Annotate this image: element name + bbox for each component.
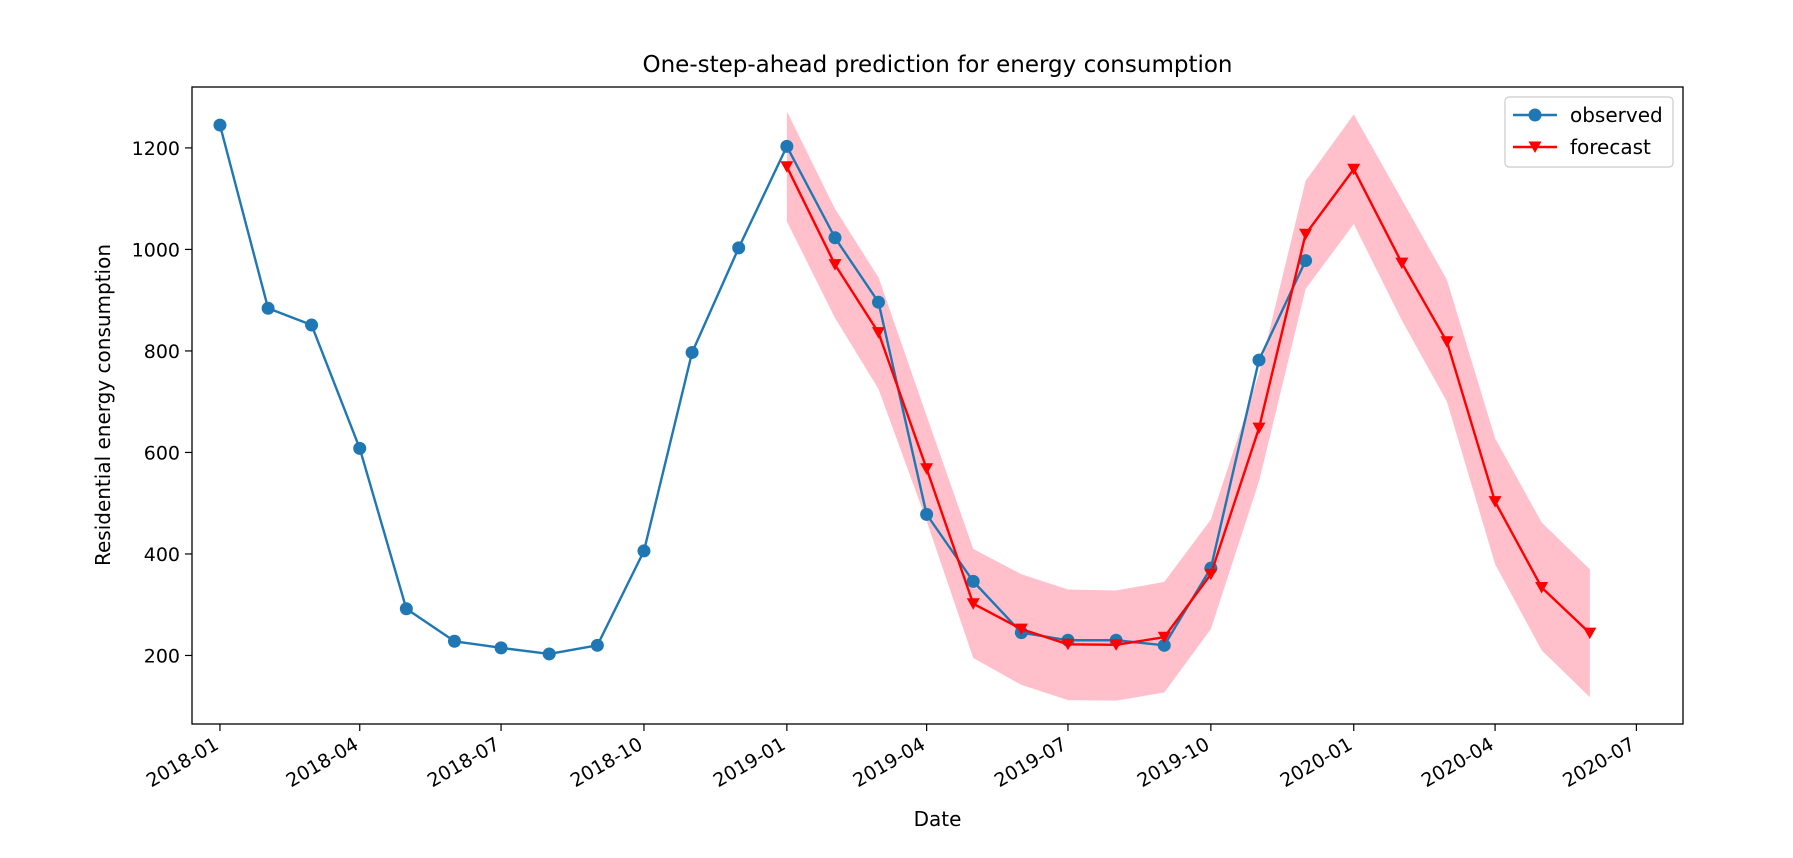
forecast-point	[1440, 336, 1454, 348]
observed-point	[1252, 353, 1266, 367]
x-tick-label: 2019-07	[991, 733, 1071, 792]
forecast-point	[966, 598, 980, 610]
legend-label-forecast: forecast	[1570, 135, 1651, 159]
observed-point	[780, 139, 794, 153]
y-tick-label: 200	[144, 645, 180, 667]
observed-point	[732, 241, 746, 255]
observed-point	[871, 295, 885, 309]
observed-point	[399, 602, 413, 616]
observed-point	[637, 544, 651, 558]
forecast-point	[1488, 496, 1502, 508]
x-tick-label: 2020-01	[1276, 733, 1356, 792]
forecast-point	[1014, 623, 1028, 636]
forecast-point	[780, 161, 794, 173]
y-tick-label: 1200	[132, 138, 180, 160]
x-tick-label: 2018-10	[567, 733, 647, 792]
y-axis: 200 400 600 800 1000 1200	[132, 138, 192, 667]
observed-point	[494, 641, 508, 655]
observed-point	[1299, 254, 1313, 268]
observed-point	[353, 441, 367, 455]
forecast-point	[1583, 627, 1597, 640]
forecast-point	[1347, 163, 1361, 176]
observed-line	[218, 124, 1307, 656]
x-tick-label: 2018-01	[143, 733, 223, 792]
observed-point	[920, 507, 934, 521]
x-axis-title: Date	[914, 807, 962, 831]
observed-point	[213, 118, 227, 132]
observed-point	[542, 647, 556, 661]
legend-marker-forecast	[1528, 141, 1542, 153]
forecast-point	[1157, 631, 1171, 644]
observed-point	[685, 345, 699, 359]
forecast-point	[1252, 422, 1266, 435]
x-axis: 2018-01 2018-04 2018-07 2018-10 2019-01 2019-…	[143, 724, 1639, 792]
forecast-point	[1109, 639, 1123, 651]
observed-point	[828, 231, 842, 245]
observed-point	[590, 638, 604, 652]
chart-title: One-step-ahead prediction for energy con…	[642, 52, 1232, 78]
forecast-point	[1061, 638, 1075, 651]
x-tick-label: 2020-07	[1559, 733, 1639, 792]
forecast-point	[1299, 228, 1313, 241]
forecast-confidence-band	[786, 111, 1590, 701]
legend-label-observed: observed	[1570, 103, 1663, 127]
confidence-interval-layer	[786, 111, 1590, 701]
x-tick-label: 2019-01	[710, 733, 790, 792]
observed-point	[1157, 638, 1171, 652]
y-tick-label: 600	[144, 442, 180, 464]
forecast-point	[871, 327, 885, 339]
y-tick-label: 800	[144, 341, 180, 363]
forecast-point	[1395, 257, 1409, 270]
legend: observed forecast	[1504, 96, 1674, 168]
observed-point	[305, 318, 319, 332]
x-tick-label: 2019-10	[1134, 733, 1214, 792]
observed-point	[261, 301, 275, 315]
forecast-line	[785, 166, 1591, 647]
y-axis-title: Residential energy consumption	[91, 244, 115, 566]
observed-point	[447, 634, 461, 648]
x-tick-label: 2018-07	[424, 733, 504, 792]
x-tick-label: 2019-04	[849, 733, 929, 792]
y-tick-label: 400	[144, 544, 180, 566]
plot-area-frame	[191, 86, 1684, 725]
y-tick-label: 1000	[132, 239, 180, 261]
x-tick-label: 2018-04	[282, 733, 362, 792]
forecast-point	[828, 259, 842, 271]
forecast-point	[1204, 568, 1218, 581]
observed-point	[966, 574, 980, 588]
x-tick-label: 2020-04	[1418, 733, 1498, 792]
forecast-point	[1535, 581, 1549, 594]
series-layer	[213, 118, 1597, 661]
legend-marker-observed	[1528, 108, 1542, 122]
forecast-point	[920, 463, 934, 475]
